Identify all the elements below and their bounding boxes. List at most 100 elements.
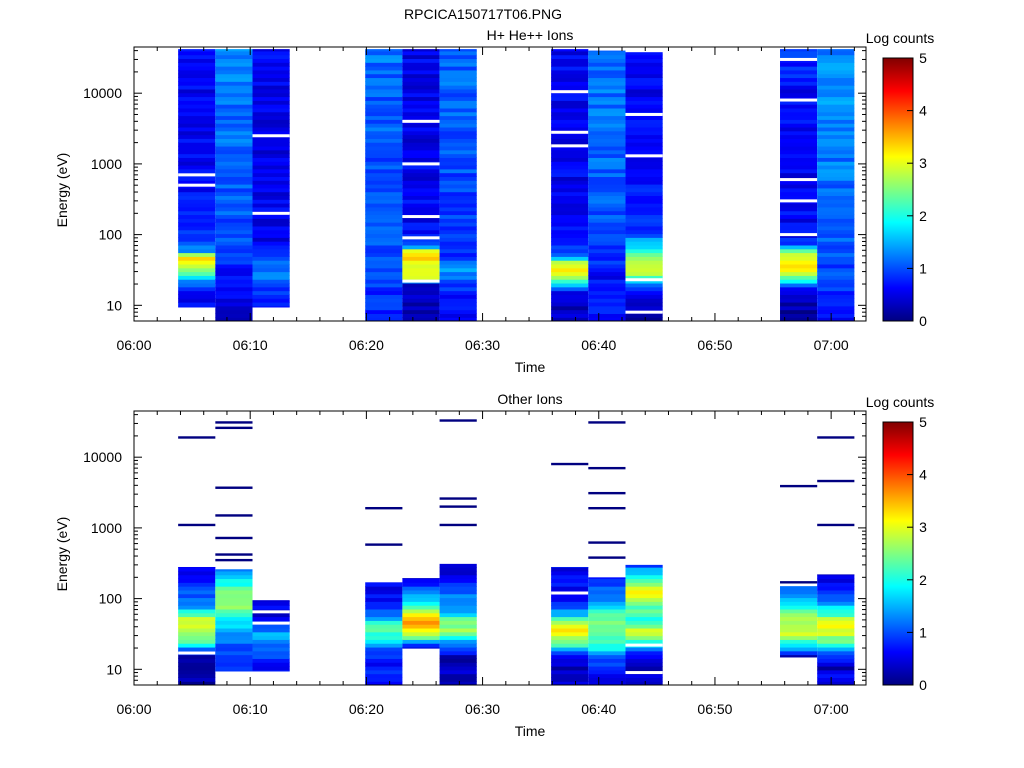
spectrogram-cell <box>439 115 477 120</box>
spectrogram-cell <box>551 187 589 193</box>
spectrogram-cell <box>780 153 818 158</box>
spectrogram-cell <box>402 81 440 86</box>
spectrogram-cell <box>625 184 663 189</box>
spectrogram-cell <box>588 612 626 618</box>
spectrogram-cell <box>551 658 589 663</box>
spectrogram-cell <box>252 627 290 633</box>
spectrogram-cell <box>402 313 440 318</box>
spectrogram-cell <box>551 643 589 648</box>
spectrogram-cell <box>402 597 440 602</box>
spectrogram-cell <box>178 567 216 572</box>
spectrogram-cell <box>588 601 626 606</box>
spectrogram-cell <box>215 210 253 216</box>
spectrogram-cell <box>551 305 589 311</box>
spectrogram-cell <box>215 180 253 185</box>
count-line <box>588 541 626 544</box>
spectrogram-cell <box>551 161 589 166</box>
spectrogram-cell <box>252 92 290 98</box>
spectrogram-cell <box>625 164 663 170</box>
spectrogram-cell <box>365 252 403 257</box>
spectrogram-cell <box>365 654 403 659</box>
spectrogram-cell <box>178 115 216 120</box>
spectrogram-cell <box>365 100 403 105</box>
spectrogram-cell <box>817 282 855 288</box>
spectrogram-cell <box>588 639 626 644</box>
spectrogram-cell <box>780 130 818 136</box>
spectrogram-cell <box>588 104 626 109</box>
spectrogram-cell <box>588 54 626 60</box>
spectrogram-cell <box>780 104 818 109</box>
spectrogram-cell <box>588 100 626 105</box>
spectrogram-cell <box>252 233 290 238</box>
spectrogram-cell <box>625 665 663 671</box>
spectrogram-cell <box>252 66 290 71</box>
spectrogram-cell <box>625 187 663 193</box>
spectrogram-cell <box>252 199 290 204</box>
spectrogram-cell <box>402 134 440 139</box>
spectrogram-cell <box>817 195 855 200</box>
spectrogram-cell <box>402 643 440 648</box>
spectrogram-cell <box>402 145 440 151</box>
figure-title: RPCICA150717T06.PNG <box>404 6 562 22</box>
spectrogram-cell <box>817 199 855 204</box>
spectrogram-cell <box>252 54 290 60</box>
spectrogram-cell <box>402 172 440 177</box>
spectrogram-cell <box>178 161 216 166</box>
spectrogram-cell <box>625 279 663 284</box>
spectrogram-cell <box>817 574 855 580</box>
spectrogram-cell <box>178 206 216 212</box>
spectrogram-cell <box>178 271 216 276</box>
y-tick-label: 100 <box>99 591 123 607</box>
spectrogram-cell <box>178 77 216 82</box>
spectrogram-cell <box>215 107 253 113</box>
spectrogram-cell <box>817 252 855 257</box>
spectrogram-cell <box>439 294 477 299</box>
spectrogram-cell <box>365 229 403 235</box>
panel-title: H+ He++ Ions <box>487 27 574 43</box>
spectrogram-cell <box>365 54 403 60</box>
spectrogram-cell <box>402 233 440 238</box>
spectrogram-cell <box>402 96 440 101</box>
spectrogram-cell <box>551 62 589 67</box>
spectrogram-cell <box>588 597 626 602</box>
spectrogram-cell <box>252 161 290 166</box>
spectrogram-cell <box>365 643 403 648</box>
spectrogram-cell <box>780 115 818 120</box>
spectrogram-cell <box>365 214 403 219</box>
spectrogram-cell <box>365 279 403 284</box>
spectrogram-column <box>439 419 477 685</box>
spectrogram-cell <box>439 119 477 124</box>
spectrogram-cell <box>178 58 216 63</box>
spectrogram-cell <box>817 81 855 86</box>
spectrogram-cell <box>780 73 818 79</box>
spectrogram-cell <box>625 275 663 280</box>
spectrogram-cell <box>817 50 855 56</box>
spectrogram-cell <box>625 635 663 640</box>
spectrogram-cell <box>402 203 440 208</box>
spectrogram-cell <box>365 58 403 63</box>
spectrogram-cell <box>252 301 290 307</box>
spectrogram-cell <box>178 252 216 257</box>
spectrogram-cell <box>178 96 216 101</box>
spectrogram-cell <box>817 620 855 625</box>
spectrogram-cell <box>551 608 589 614</box>
spectrogram-cell <box>588 631 626 637</box>
spectrogram-cell <box>252 69 290 75</box>
spectrogram-cell <box>817 218 855 223</box>
spectrogram-cell <box>178 570 216 576</box>
spectrogram-cell <box>365 145 403 151</box>
spectrogram-cell <box>252 669 290 672</box>
spectrogram-cell <box>625 673 663 678</box>
spectrogram-cell <box>365 206 403 212</box>
spectrogram-cell <box>365 195 403 200</box>
spectrogram-cell <box>365 199 403 204</box>
spectrogram-cell <box>780 646 818 652</box>
spectrogram-cell <box>439 275 477 280</box>
spectrogram-cell <box>215 298 253 303</box>
spectrogram-cell <box>551 229 589 235</box>
spectrogram-cell <box>178 290 216 295</box>
spectrogram-cell <box>439 210 477 216</box>
no-data-gap <box>402 236 440 240</box>
spectrogram-cell <box>215 624 253 629</box>
spectrogram-column <box>252 49 290 308</box>
